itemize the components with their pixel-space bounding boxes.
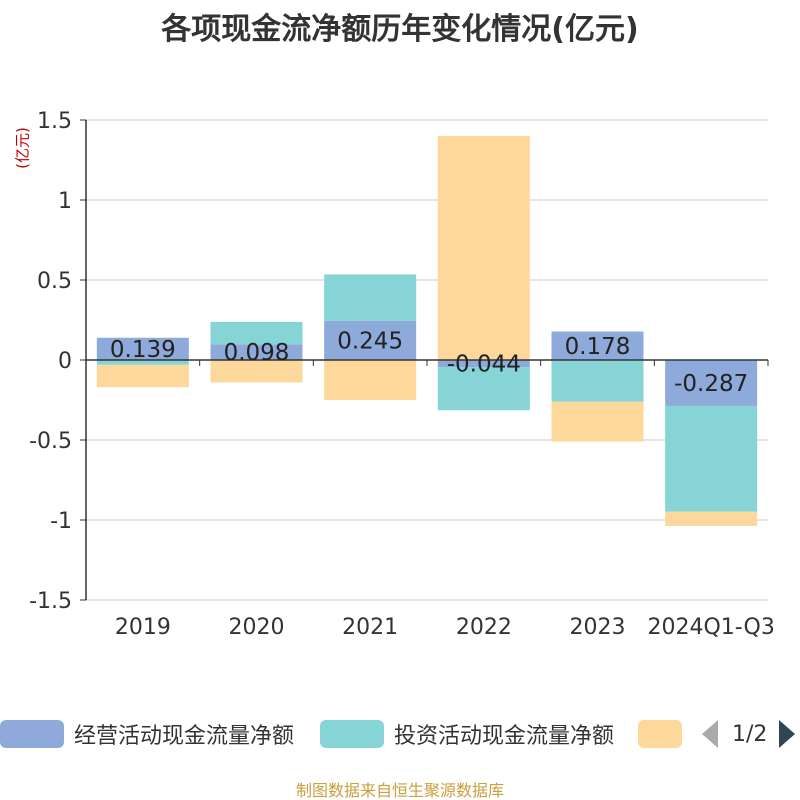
bar-segment-1[interactable] (551, 331, 644, 360)
y-tick-label: 0.5 (37, 269, 72, 294)
legend-item-operating[interactable]: 经营活动现金流量净额 (0, 712, 294, 756)
legend-label-investing: 投资活动现金流量净额 (394, 724, 615, 749)
bar-segment-2[interactable] (324, 274, 417, 321)
x-tick-label: 2022 (456, 615, 512, 640)
bar-segment-1[interactable] (665, 360, 758, 406)
data-label: -0.287 (674, 371, 748, 397)
bar-segment-1[interactable] (437, 360, 530, 368)
data-label: 0.178 (565, 334, 631, 360)
legend-item-investing[interactable]: 投资活动现金流量净额 (320, 712, 614, 756)
bar-segment-2[interactable] (551, 360, 644, 402)
data-label: 0.139 (110, 337, 176, 363)
legend-pager: 1/2 (702, 718, 796, 750)
bar-segment-2[interactable] (437, 367, 530, 411)
bar-segment-3[interactable] (437, 136, 530, 360)
bar-segment-3[interactable] (210, 360, 303, 383)
y-tick-label: 1 (58, 189, 72, 214)
y-tick-label: -1 (50, 509, 72, 534)
pager-page-indicator: 1/2 (732, 721, 768, 747)
x-tick-label: 2021 (342, 615, 398, 640)
x-tick-label: 2019 (115, 615, 171, 640)
bar-segment-3[interactable] (96, 364, 189, 388)
y-tick-label: 0 (58, 349, 72, 374)
data-label: -0.044 (447, 352, 521, 378)
bar-segment-1[interactable] (96, 337, 189, 360)
legend-swatch-operating (0, 720, 64, 748)
legend-swatch-investing (320, 720, 384, 748)
bar-segment-1[interactable] (324, 320, 417, 360)
chart-title: 各项现金流净额历年变化情况(亿元) (161, 12, 639, 47)
bar-segment-1[interactable] (210, 344, 303, 360)
y-tick-label: -1.5 (29, 589, 72, 614)
source-note: 制图数据来自恒生聚源数据库 (295, 781, 504, 800)
bar-segment-2[interactable] (665, 405, 758, 512)
data-label: 0.098 (224, 340, 290, 366)
legend-label-operating: 经营活动现金流量净额 (74, 724, 295, 749)
data-label: 0.245 (337, 328, 403, 354)
x-tick-label: 2023 (570, 615, 626, 640)
legend-swatch-financing (638, 720, 682, 748)
x-tick-label: 2024Q1-Q3 (647, 615, 774, 640)
legend-item-financing[interactable] (638, 712, 692, 756)
y-tick-label: -0.5 (29, 429, 72, 454)
bar-segment-3[interactable] (324, 360, 417, 400)
bar-segment-2[interactable] (210, 321, 303, 345)
x-tick-label: 2020 (229, 615, 285, 640)
pager-prev-icon[interactable] (702, 720, 718, 748)
legend: 经营活动现金流量净额 投资活动现金流量净额 (0, 712, 800, 756)
y-tick-label: 1.5 (37, 109, 72, 134)
bar-segment-3[interactable] (551, 401, 644, 442)
pager-next-icon[interactable] (779, 720, 796, 748)
bar-segment-3[interactable] (665, 511, 758, 526)
bar-segment-2[interactable] (96, 360, 189, 365)
